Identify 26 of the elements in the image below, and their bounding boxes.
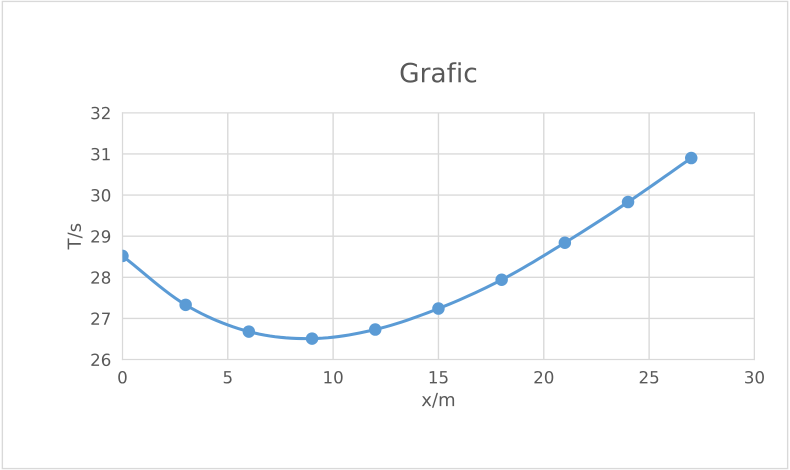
point bbox=[179, 298, 192, 312]
x-tick-label: 20 bbox=[534, 370, 554, 384]
y-tick-label: 27 bbox=[91, 312, 110, 325]
point bbox=[306, 332, 318, 345]
x-tick-label: 30 bbox=[745, 370, 764, 384]
point bbox=[558, 236, 572, 250]
y-tick-label: 30 bbox=[91, 189, 110, 202]
point bbox=[432, 302, 445, 315]
x-axis-title: x/m bbox=[422, 392, 454, 408]
point bbox=[369, 323, 382, 336]
x-tick-label: 25 bbox=[640, 370, 658, 384]
x-tick-label: 0 bbox=[118, 370, 127, 384]
point bbox=[242, 325, 256, 338]
point bbox=[685, 152, 698, 164]
x-tick-label: 15 bbox=[430, 371, 448, 384]
y-tick-label: 26 bbox=[91, 354, 110, 366]
x-tick-label: 5 bbox=[224, 371, 232, 384]
y-tick-label: 29 bbox=[91, 230, 110, 243]
y-tick-label: 28 bbox=[91, 271, 110, 284]
chart-title: Grafic bbox=[400, 62, 476, 83]
y-tick-label: 31 bbox=[91, 148, 110, 160]
point bbox=[622, 196, 634, 208]
x-tick-label: 10 bbox=[324, 370, 343, 384]
point bbox=[495, 274, 508, 286]
y-tick-label: 32 bbox=[91, 106, 110, 120]
y-axis-title: T/s bbox=[68, 224, 82, 250]
